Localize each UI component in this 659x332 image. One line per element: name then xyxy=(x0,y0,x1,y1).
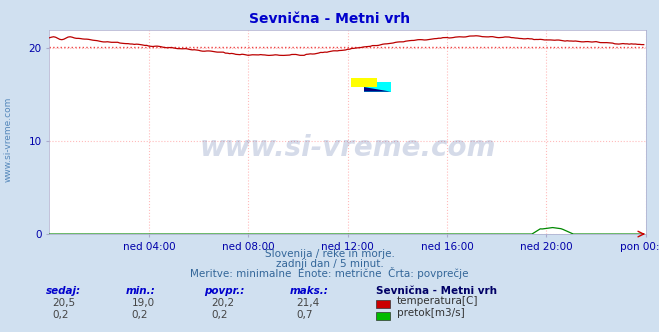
Text: Sevnična - Metni vrh: Sevnična - Metni vrh xyxy=(376,286,497,296)
Text: 0,2: 0,2 xyxy=(132,310,148,320)
Text: povpr.:: povpr.: xyxy=(204,286,244,296)
FancyBboxPatch shape xyxy=(364,82,391,92)
Text: maks.:: maks.: xyxy=(290,286,329,296)
Text: 0,2: 0,2 xyxy=(211,310,227,320)
Text: Slovenija / reke in morje.: Slovenija / reke in morje. xyxy=(264,249,395,259)
Text: pretok[m3/s]: pretok[m3/s] xyxy=(397,308,465,318)
Text: 0,2: 0,2 xyxy=(53,310,69,320)
Text: temperatura[C]: temperatura[C] xyxy=(397,296,478,306)
Text: www.si-vreme.com: www.si-vreme.com xyxy=(200,134,496,162)
Text: 20,2: 20,2 xyxy=(211,298,234,308)
Text: 0,7: 0,7 xyxy=(297,310,313,320)
Text: sedaj:: sedaj: xyxy=(46,286,81,296)
Text: Meritve: minimalne  Enote: metrične  Črta: povprečje: Meritve: minimalne Enote: metrične Črta:… xyxy=(190,267,469,279)
Text: 21,4: 21,4 xyxy=(297,298,320,308)
Text: Sevnična - Metni vrh: Sevnična - Metni vrh xyxy=(249,12,410,26)
Polygon shape xyxy=(364,87,391,92)
Text: 19,0: 19,0 xyxy=(132,298,155,308)
Text: zadnji dan / 5 minut.: zadnji dan / 5 minut. xyxy=(275,259,384,269)
FancyBboxPatch shape xyxy=(351,78,378,87)
Text: min.:: min.: xyxy=(125,286,155,296)
Text: 20,5: 20,5 xyxy=(53,298,76,308)
Text: www.si-vreme.com: www.si-vreme.com xyxy=(3,97,13,182)
